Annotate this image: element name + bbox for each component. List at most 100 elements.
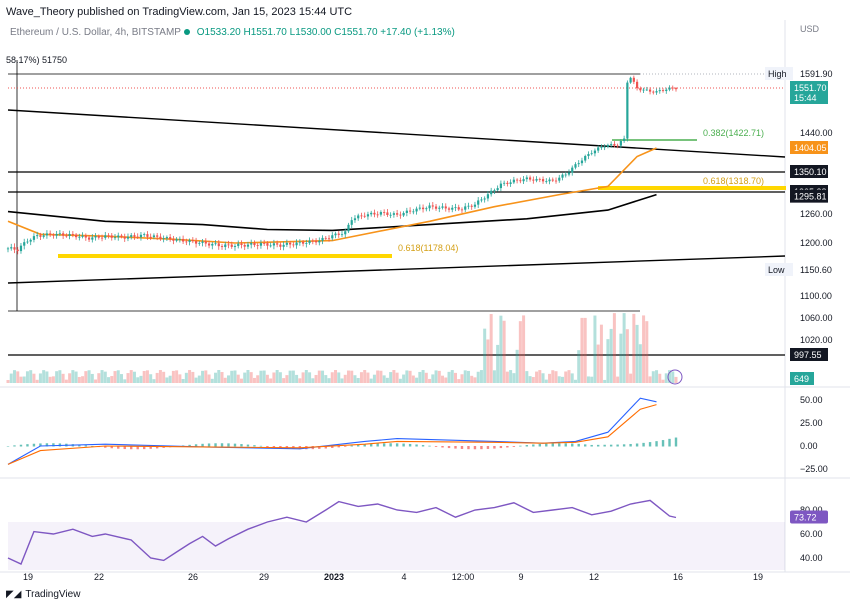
candle-body [58, 233, 61, 235]
volume-bar [158, 370, 162, 383]
volume-bar [71, 370, 75, 383]
volume-bar [201, 370, 205, 383]
time-tick-label: 4 [401, 572, 406, 582]
macd-histogram-bar [91, 445, 94, 447]
candle-body [55, 233, 58, 236]
volume-bar [457, 379, 461, 383]
fib-zone-1178 [58, 254, 392, 258]
time-tick-label: 26 [188, 572, 198, 582]
candle-body [438, 207, 441, 209]
volume-bar [19, 376, 23, 383]
time-tick-label: 12:00 [452, 572, 475, 582]
candle-body [172, 239, 175, 241]
candle-body [499, 183, 502, 189]
candle-body [133, 235, 136, 237]
macd-histogram-bar [78, 444, 81, 447]
candle-body [470, 205, 473, 207]
volume-bar [12, 370, 16, 383]
volume-bar [152, 379, 156, 383]
volume-bar [246, 370, 250, 383]
volume-bar [554, 371, 558, 383]
macd-histogram-bar [389, 443, 392, 447]
volume-bar [295, 374, 299, 383]
volume-bar [126, 373, 130, 383]
volume-bar [259, 370, 263, 383]
volume-bar [184, 372, 188, 383]
macd-histogram-bar [655, 441, 658, 447]
candle-body [392, 213, 395, 215]
ohlc-close: C1551.70 [334, 27, 378, 38]
candle-body [558, 177, 561, 181]
volume-bar [499, 315, 503, 383]
volume-bar [470, 375, 474, 383]
candle-body [584, 156, 587, 161]
volume-bar [346, 370, 350, 383]
candle-body [545, 181, 548, 183]
candle-body [370, 212, 373, 215]
volume-bar [616, 376, 620, 383]
candle-body [671, 87, 674, 89]
volume-bar [330, 372, 334, 383]
volume-bar [567, 370, 571, 383]
volume-bar [544, 379, 548, 383]
candle-body [451, 207, 454, 210]
macd-histogram-bar [558, 443, 561, 447]
candle-body [428, 205, 431, 209]
volume-bar [314, 374, 318, 383]
candle-body [104, 235, 107, 238]
volume-readout: 58.17%) 51750 [6, 55, 68, 65]
macd-tick-label: 25.00 [800, 418, 823, 428]
candle-body [658, 90, 661, 92]
candle-body [541, 179, 545, 182]
volume-bar [573, 379, 577, 383]
macd-histogram-bar [201, 443, 204, 447]
candle-body [198, 242, 201, 244]
volume-bar [496, 344, 500, 383]
macd-histogram-bar [382, 443, 386, 447]
macd-histogram-bar [357, 444, 360, 447]
candle-body [665, 89, 668, 92]
tradingview-logo-icon: ◤◢ [6, 589, 22, 600]
candle-body [357, 215, 360, 219]
candle-body [139, 234, 143, 238]
macd-histogram-bar [480, 446, 483, 450]
macd-histogram-bar [253, 445, 256, 447]
macd-histogram-bar [39, 443, 42, 447]
candle-body [564, 174, 567, 176]
volume-bar [262, 370, 266, 383]
candle-body [120, 235, 123, 237]
volume-bar [16, 371, 20, 383]
candle-body [52, 234, 55, 236]
rsi-tick-label: 40.00 [800, 553, 823, 563]
volume-bar [197, 375, 201, 383]
macd-histogram-bar [629, 443, 632, 447]
volume-bar [55, 371, 59, 383]
macd-histogram-bar [337, 446, 340, 448]
badge-tag-label-high: High [768, 69, 787, 79]
volume-bar [486, 339, 490, 383]
volume-bar [181, 378, 185, 383]
volume-bar [518, 321, 522, 383]
macd-histogram-bar [155, 446, 159, 449]
volume-bar [162, 371, 166, 383]
volume-bar [551, 370, 555, 383]
trendline-ascending [7, 255, 786, 284]
macd-tick-label: 50.00 [800, 395, 823, 405]
candle-body [194, 241, 198, 244]
volume-bar [236, 374, 240, 383]
candle-body [483, 198, 486, 200]
badge-h1350 [790, 165, 828, 178]
candle-body [652, 91, 655, 93]
volume-bar [398, 378, 402, 383]
candle-body [334, 233, 337, 236]
candle-body [571, 167, 574, 173]
volume-bar [337, 372, 341, 383]
volume-bar [583, 317, 587, 383]
candle-body [156, 235, 159, 237]
candle-body [383, 212, 386, 213]
time-tick-label: 2023 [324, 572, 344, 582]
candle-body [269, 245, 272, 247]
candle-body [227, 244, 230, 246]
candle-body [143, 234, 146, 235]
